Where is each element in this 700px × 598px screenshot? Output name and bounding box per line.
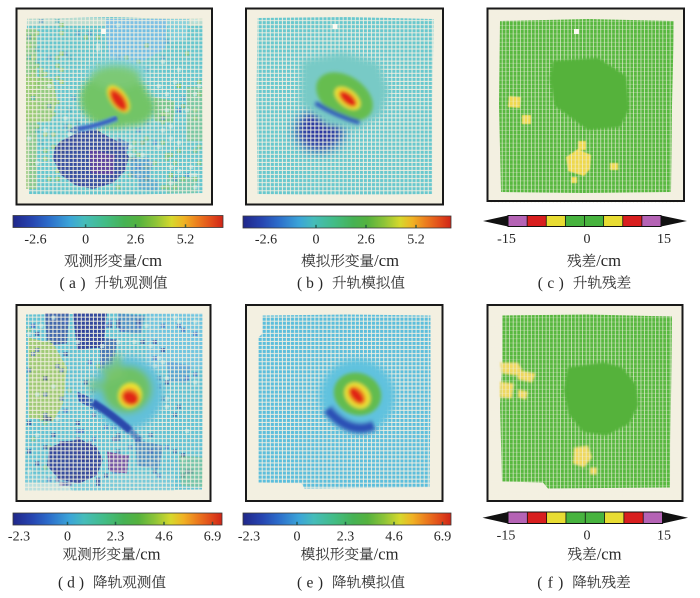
svg-text:4.6: 4.6 bbox=[155, 530, 173, 545]
svg-text:(: ( bbox=[537, 574, 542, 591]
svg-text:-15: -15 bbox=[497, 529, 516, 544]
svg-text:/cm: /cm bbox=[136, 544, 161, 563]
svg-text:0: 0 bbox=[82, 233, 89, 248]
svg-text:15: 15 bbox=[657, 232, 671, 247]
svg-text:0: 0 bbox=[64, 530, 71, 545]
svg-text:2.6: 2.6 bbox=[127, 233, 145, 248]
svg-text:): ) bbox=[558, 574, 563, 591]
svg-text:(: ( bbox=[60, 275, 65, 292]
svg-text:d: d bbox=[67, 574, 75, 591]
svg-text:b: b bbox=[306, 275, 314, 292]
svg-text:5.2: 5.2 bbox=[177, 233, 195, 248]
svg-text:): ) bbox=[80, 275, 85, 292]
svg-text:6.9: 6.9 bbox=[204, 530, 222, 545]
svg-text:0: 0 bbox=[584, 232, 591, 247]
svg-text:f: f bbox=[548, 574, 554, 591]
svg-text:(: ( bbox=[297, 574, 302, 591]
svg-text:(: ( bbox=[538, 275, 543, 292]
svg-text:c: c bbox=[547, 275, 554, 292]
svg-text:): ) bbox=[318, 275, 323, 292]
svg-text:4.6: 4.6 bbox=[385, 530, 403, 545]
svg-text:-2.3: -2.3 bbox=[238, 530, 260, 545]
svg-text:/cm: /cm bbox=[374, 544, 399, 563]
svg-text:2.3: 2.3 bbox=[107, 530, 125, 545]
svg-text:5.2: 5.2 bbox=[407, 233, 425, 248]
svg-text:-2.6: -2.6 bbox=[24, 233, 46, 248]
svg-text:): ) bbox=[318, 574, 323, 591]
svg-text:e: e bbox=[307, 574, 314, 591]
svg-text:-15: -15 bbox=[497, 232, 516, 247]
svg-text:2.6: 2.6 bbox=[357, 233, 375, 248]
svg-text:/cm: /cm bbox=[137, 251, 162, 270]
svg-text:0: 0 bbox=[584, 529, 591, 544]
svg-text:/cm: /cm bbox=[597, 544, 622, 563]
svg-text:a: a bbox=[69, 275, 76, 292]
svg-text:0: 0 bbox=[313, 233, 320, 248]
svg-text:): ) bbox=[79, 574, 84, 591]
svg-text:15: 15 bbox=[657, 529, 671, 544]
svg-text:0: 0 bbox=[294, 530, 301, 545]
svg-text:(: ( bbox=[58, 574, 63, 591]
svg-text:2.3: 2.3 bbox=[337, 530, 355, 545]
svg-text:/cm: /cm bbox=[374, 251, 399, 270]
svg-text:-2.6: -2.6 bbox=[255, 233, 277, 248]
svg-text:/cm: /cm bbox=[596, 251, 621, 270]
svg-text:6.9: 6.9 bbox=[434, 530, 452, 545]
svg-text:(: ( bbox=[297, 275, 302, 292]
svg-text:-2.3: -2.3 bbox=[8, 530, 30, 545]
svg-text:): ) bbox=[559, 275, 564, 292]
